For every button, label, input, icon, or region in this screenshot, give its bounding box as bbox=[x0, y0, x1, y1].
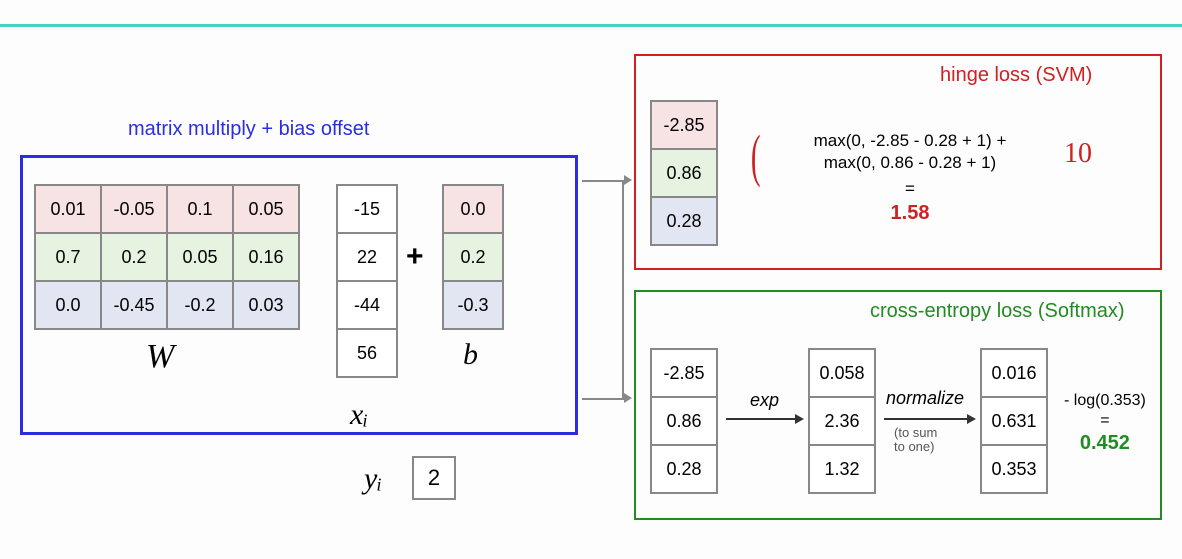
exp-label: exp bbox=[750, 390, 779, 411]
arrow-icon bbox=[624, 393, 632, 403]
w-cell: 0.0 bbox=[35, 281, 101, 329]
xi-label: xᵢ bbox=[350, 398, 368, 432]
connector bbox=[582, 398, 624, 400]
connector bbox=[622, 180, 624, 400]
sm-cell: 0.631 bbox=[981, 397, 1047, 445]
b-cell: 0.2 bbox=[443, 233, 503, 281]
W-label: W bbox=[146, 338, 174, 376]
sm-cell: 2.36 bbox=[809, 397, 875, 445]
xi-vector: -15 22 -44 56 bbox=[336, 184, 398, 378]
sm-cell: 0.86 bbox=[651, 397, 717, 445]
b-vector: 0.0 0.2 -0.3 bbox=[442, 184, 504, 330]
yi-value: 2 bbox=[412, 456, 456, 500]
hinge-scores: -2.85 0.86 0.28 bbox=[650, 100, 718, 246]
hinge-line2: max(0, 0.86 - 0.28 + 1) bbox=[760, 152, 1060, 174]
w-cell: 0.05 bbox=[167, 233, 233, 281]
connector bbox=[582, 180, 624, 182]
softmax-title: cross-entropy loss (Softmax) bbox=[870, 300, 1125, 323]
table-row: 0.01 -0.05 0.1 0.05 bbox=[35, 185, 299, 233]
softmax-exp: 0.058 2.36 1.32 bbox=[808, 348, 876, 494]
table-row: 0.0 -0.45 -0.2 0.03 bbox=[35, 281, 299, 329]
w-cell: -0.45 bbox=[101, 281, 167, 329]
arrow-icon bbox=[884, 418, 968, 420]
norm-sub1: (to sum bbox=[894, 426, 937, 440]
arrow-icon bbox=[726, 418, 796, 420]
hinge-line1: max(0, -2.85 - 0.28 + 1) + bbox=[760, 130, 1060, 152]
sm-cell: 0.058 bbox=[809, 349, 875, 397]
softmax-scores: -2.85 0.86 0.28 bbox=[650, 348, 718, 494]
w-cell: 0.05 bbox=[233, 185, 299, 233]
sm-cell: 1.32 bbox=[809, 445, 875, 493]
xi-cell: 22 bbox=[337, 233, 397, 281]
plus-sign: + bbox=[406, 240, 424, 274]
hinge-result: 1.58 bbox=[760, 200, 1060, 226]
hinge-math: max(0, -2.85 - 0.28 + 1) + max(0, 0.86 -… bbox=[760, 130, 1060, 226]
softmax-norm: 0.016 0.631 0.353 bbox=[980, 348, 1048, 494]
b-cell: -0.3 bbox=[443, 281, 503, 329]
w-cell: -0.05 bbox=[101, 185, 167, 233]
w-cell: 0.1 bbox=[167, 185, 233, 233]
w-cell: 0.01 bbox=[35, 185, 101, 233]
softmax-final: - log(0.353) = 0.452 bbox=[1064, 392, 1146, 455]
final-expr: - log(0.353) bbox=[1064, 392, 1146, 410]
w-cell: 0.03 bbox=[233, 281, 299, 329]
arrow-icon bbox=[624, 175, 632, 185]
b-label: b bbox=[463, 338, 478, 372]
sm-cell: 0.353 bbox=[981, 445, 1047, 493]
normalize-label: normalize bbox=[886, 388, 964, 409]
final-eq: = bbox=[1064, 412, 1146, 430]
score-cell: 0.86 bbox=[651, 149, 717, 197]
W-matrix: 0.01 -0.05 0.1 0.05 0.7 0.2 0.05 0.16 0.… bbox=[34, 184, 300, 330]
w-cell: -0.2 bbox=[167, 281, 233, 329]
hinge-eq: = bbox=[760, 178, 1060, 200]
top-divider bbox=[0, 24, 1182, 27]
b-cell: 0.0 bbox=[443, 185, 503, 233]
score-cell: 0.28 bbox=[651, 197, 717, 245]
yi-label: yᵢ bbox=[364, 462, 382, 496]
w-cell: 0.7 bbox=[35, 233, 101, 281]
left-title: matrix multiply + bias offset bbox=[128, 118, 369, 141]
xi-cell: -15 bbox=[337, 185, 397, 233]
xi-cell: 56 bbox=[337, 329, 397, 377]
sm-cell: 0.28 bbox=[651, 445, 717, 493]
table-row: 0.7 0.2 0.05 0.16 bbox=[35, 233, 299, 281]
hinge-title: hinge loss (SVM) bbox=[940, 64, 1092, 87]
xi-cell: -44 bbox=[337, 281, 397, 329]
norm-sub2: to one) bbox=[894, 440, 937, 454]
normalize-sub: (to sum to one) bbox=[894, 426, 937, 455]
sm-cell: -2.85 bbox=[651, 349, 717, 397]
final-result: 0.452 bbox=[1064, 432, 1146, 455]
w-cell: 0.2 bbox=[101, 233, 167, 281]
handwritten-annotation: 10 bbox=[1064, 138, 1092, 170]
score-cell: -2.85 bbox=[651, 101, 717, 149]
sm-cell: 0.016 bbox=[981, 349, 1047, 397]
w-cell: 0.16 bbox=[233, 233, 299, 281]
